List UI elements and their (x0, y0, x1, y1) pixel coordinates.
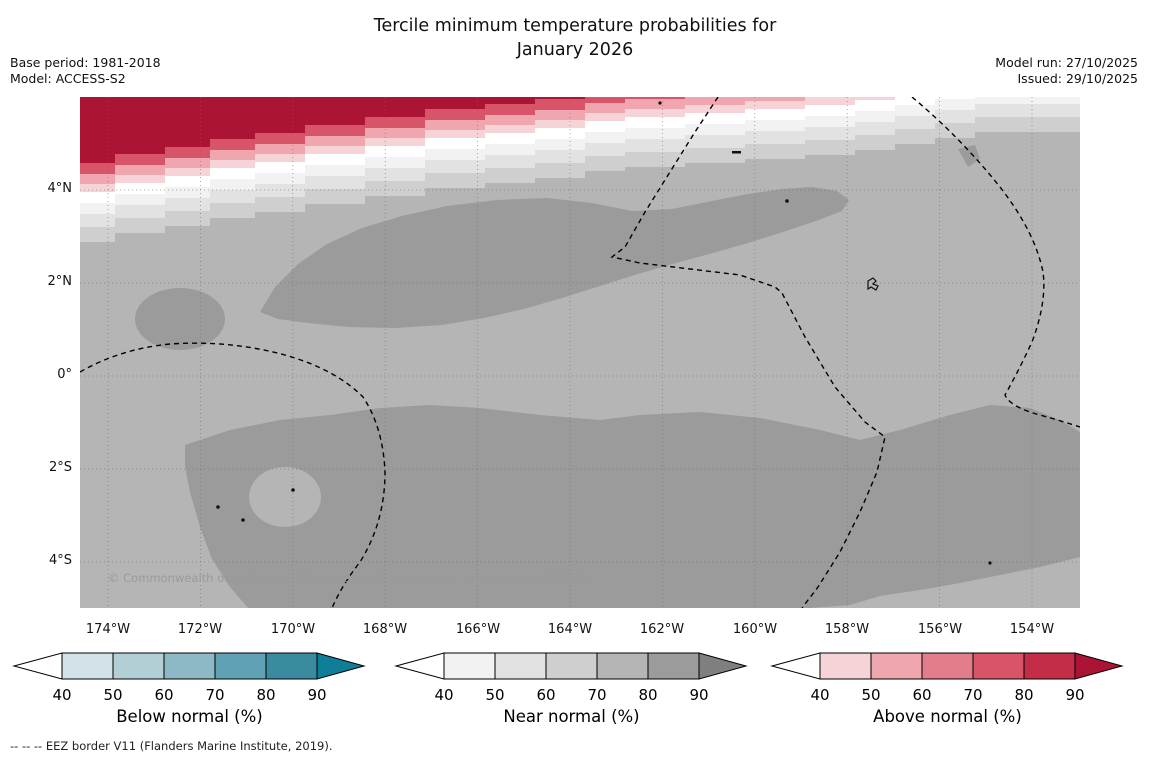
colorbar-below-normal: 40 50 60 70 80 90 Below normal (%) (12, 652, 366, 730)
colorbar-segment (494, 652, 547, 680)
title-line2: January 2026 (516, 40, 634, 60)
colorbar-tick: 80 (1014, 686, 1033, 704)
lon-label: 162°W (639, 622, 685, 637)
colorbar-segment (972, 652, 1025, 680)
colorbar-tick: 80 (256, 686, 275, 704)
colorbar-segment (163, 652, 216, 680)
left-arrow (770, 652, 821, 680)
model: Model: ACCESS-S2 (10, 70, 126, 86)
colorbar-svg-above-normal: 40 50 60 70 80 90 Above normal (%) (770, 652, 1124, 726)
colorbar-svg-near-normal: 40 50 60 70 80 90 Near normal (%) (394, 652, 748, 726)
colorbar-segment (545, 652, 598, 680)
colorbar-svg-below-normal: 40 50 60 70 80 90 Below normal (%) (12, 652, 366, 726)
right-arrow (316, 652, 366, 680)
colorbar-segment (647, 652, 700, 680)
colorbar-tick: 90 (1065, 686, 1084, 704)
lon-label: 156°W (917, 622, 963, 637)
colorbar-tick: 50 (861, 686, 880, 704)
colorbar-label: Near normal (%) (503, 707, 639, 726)
colorbar-tick: 90 (307, 686, 326, 704)
colorbar-segment (596, 652, 649, 680)
left-arrow (12, 652, 63, 680)
lon-label: 164°W (547, 622, 593, 637)
model-run: Model run: 27/10/2025 (995, 55, 1138, 70)
dark-region-west (135, 288, 225, 350)
colorbar-tick: 40 (810, 686, 829, 704)
lighter-patch-in-dark-region (249, 467, 321, 527)
right-arrow (1074, 652, 1124, 680)
colorbar-tick: 90 (689, 686, 708, 704)
colorbar-tick: 60 (154, 686, 173, 704)
run-info: Model run: 27/10/2025 Issued: 29/10/2025 (995, 55, 1138, 86)
model-info: Base period: 1981-2018 Model: ACCESS-S2 (10, 55, 161, 86)
right-arrow (698, 652, 748, 680)
colorbar-above-normal: 40 50 60 70 80 90 Above normal (%) (770, 652, 1124, 730)
colorbar-tick: 60 (912, 686, 931, 704)
lon-label: 154°W (1009, 622, 1055, 637)
dark-region-topright (958, 145, 980, 167)
colorbar-tick: 60 (536, 686, 555, 704)
chart-title: Tercile minimum temperature probabilitie… (0, 14, 1150, 62)
colorbar-near-normal: 40 50 60 70 80 90 Near normal (%) (394, 652, 748, 730)
colorbar-segment (921, 652, 974, 680)
eez-border-central (610, 97, 886, 608)
colorbar-tick: 50 (485, 686, 504, 704)
colorbar-segment (112, 652, 165, 680)
colorbar-segment (214, 652, 267, 680)
lon-label: 170°W (270, 622, 316, 637)
lon-label: 166°W (455, 622, 501, 637)
lon-label: 158°W (824, 622, 870, 637)
eez-border-east (911, 97, 1080, 428)
probability-map (80, 97, 1080, 608)
eez-border-west (80, 342, 386, 608)
base-period: Base period: 1981-2018 (10, 55, 161, 70)
colorbar-segment (61, 652, 114, 680)
colorbar-tick: 70 (205, 686, 224, 704)
colorbar-segment (819, 652, 872, 680)
colorbar-tick: 80 (638, 686, 657, 704)
eez-legend-note: -- -- -- EEZ border V11 (Flanders Marine… (10, 739, 333, 753)
colorbar-label: Below normal (%) (116, 707, 263, 726)
left-arrow (394, 652, 445, 680)
lon-label: 172°W (177, 622, 223, 637)
islands (216, 101, 992, 565)
colorbar-label: Above normal (%) (873, 707, 1022, 726)
colorbar-tick: 50 (103, 686, 122, 704)
colorbar-tick: 70 (963, 686, 982, 704)
dark-region-upper (260, 187, 849, 328)
title-line1: Tercile minimum temperature probabilitie… (373, 16, 777, 36)
graticule (80, 97, 1080, 608)
colorbar-segment (265, 652, 318, 680)
probability-bands (80, 97, 1080, 242)
lat-label: 2°S (48, 460, 72, 475)
lat-label: 4°N (47, 181, 73, 196)
colorbar-segment (443, 652, 496, 680)
eez-borders (80, 97, 1080, 608)
copyright: © Commonwealth of Australia 2025, Bureau… (108, 571, 593, 585)
lat-label: 4°S (48, 553, 72, 568)
issued: Issued: 29/10/2025 (1017, 70, 1139, 86)
near-normal-high-regions (135, 145, 1080, 608)
colorbar-tick: 40 (434, 686, 453, 704)
dark-region-lower (185, 405, 1080, 608)
colorbar-segment (870, 652, 923, 680)
lon-label: 168°W (362, 622, 408, 637)
colorbar-tick: 70 (587, 686, 606, 704)
lat-label: 0° (57, 367, 72, 382)
lat-label: 2°N (47, 274, 73, 289)
colorbar-tick: 40 (52, 686, 71, 704)
lon-label: 174°W (85, 622, 131, 637)
lon-label: 160°W (732, 622, 778, 637)
colorbar-segment (1023, 652, 1076, 680)
